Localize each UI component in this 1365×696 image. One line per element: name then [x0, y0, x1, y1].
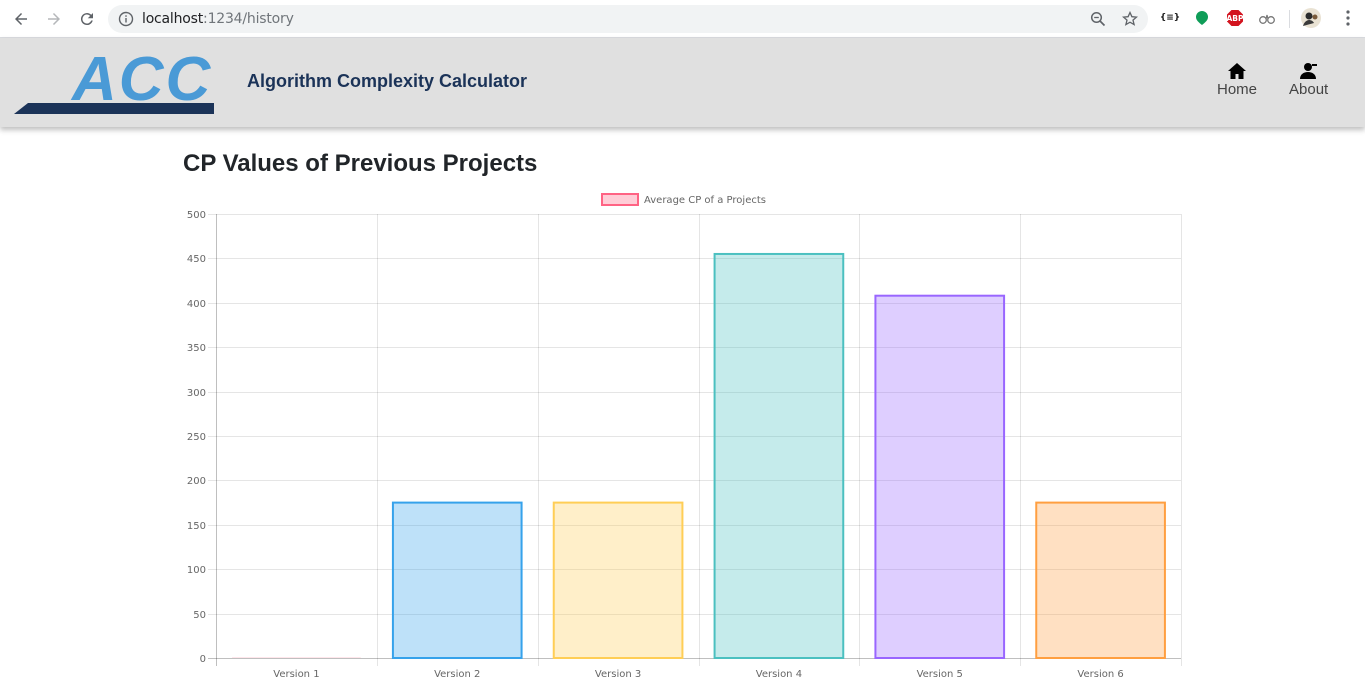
extension-glasses-icon[interactable] [1258, 9, 1276, 27]
nav-home-label: Home [1217, 81, 1258, 98]
zoom-icon[interactable] [1090, 11, 1106, 27]
forward-icon[interactable] [42, 7, 66, 31]
address-bar[interactable]: localhost:1234/history [108, 5, 1148, 33]
bar [232, 657, 361, 658]
acc-logo[interactable]: ACC [14, 50, 238, 116]
app-header: ACC Algorithm Complexity Calculator Home… [0, 38, 1365, 127]
x-tick-label: Version 3 [595, 669, 641, 680]
extension-icon[interactable]: {≡} [1159, 13, 1181, 23]
adblock-icon[interactable]: ABP [1226, 9, 1244, 27]
bar [552, 501, 684, 659]
y-axis-ticks: 0 50 100 150 200 250 300 350 400 450 500 [187, 210, 206, 665]
profile-avatar[interactable] [1301, 8, 1321, 28]
x-tick-label: Version 5 [917, 669, 963, 680]
bar [1035, 501, 1166, 659]
nav-about[interactable]: About [1289, 62, 1328, 98]
page-title: CP Values of Previous Projects [183, 150, 538, 177]
toolbar-divider [1289, 10, 1290, 28]
y-tick-label: 200 [187, 476, 206, 487]
y-tick-label: 0 [200, 654, 206, 665]
menu-icon[interactable] [1345, 9, 1351, 27]
home-icon [1228, 63, 1246, 79]
app-title: Algorithm Complexity Calculator [247, 71, 528, 91]
y-tick-label: 500 [187, 210, 206, 221]
bookmark-star-icon[interactable] [1122, 11, 1138, 27]
legend-swatch [601, 193, 639, 206]
user-icon [1299, 63, 1317, 79]
x-axis-ticks: Version 1 Version 2 Version 3 Version 4 Vers… [273, 669, 1123, 680]
chart-legend: Average CP of a Projects [601, 193, 766, 206]
nav-about-label: About [1289, 81, 1329, 98]
extension-green-icon[interactable] [1193, 9, 1211, 27]
chart-grid [208, 214, 1182, 666]
x-tick-label: Version 1 [273, 669, 319, 680]
legend-label: Average CP of a Projects [644, 195, 766, 206]
x-tick-label: Version 4 [756, 669, 802, 680]
y-tick-label: 50 [193, 610, 206, 621]
x-tick-label: Version 2 [434, 669, 480, 680]
x-tick-label: Version 6 [1077, 669, 1123, 680]
y-tick-label: 150 [187, 521, 206, 532]
url-text[interactable]: localhost:1234/history [142, 11, 294, 27]
nav-home[interactable]: Home [1217, 62, 1257, 98]
site-info-icon[interactable] [118, 11, 134, 27]
y-tick-label: 300 [187, 388, 206, 399]
y-tick-label: 350 [187, 343, 206, 354]
bar [391, 501, 523, 659]
bar [713, 252, 845, 660]
y-tick-label: 250 [187, 432, 206, 443]
back-icon[interactable] [9, 7, 33, 31]
y-tick-label: 100 [187, 565, 206, 576]
browser-toolbar: localhost:1234/history {≡} ABP [0, 0, 1365, 38]
y-tick-label: 400 [187, 299, 206, 310]
y-tick-label: 450 [187, 254, 206, 265]
chart-bars [232, 252, 1166, 660]
bar [874, 294, 1006, 659]
